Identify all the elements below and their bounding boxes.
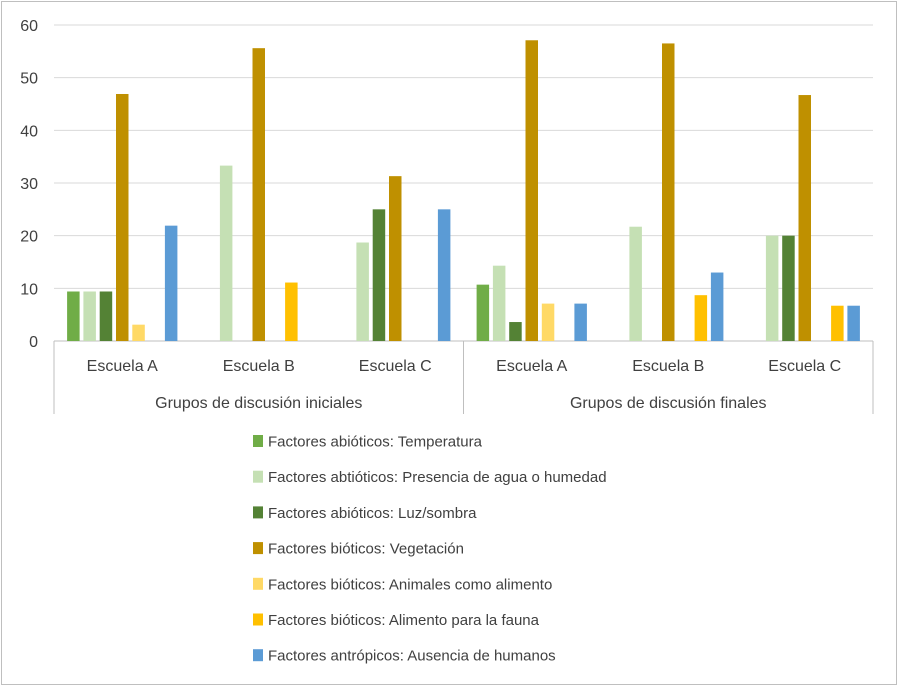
bar <box>798 95 811 342</box>
bar <box>525 40 538 341</box>
bar <box>847 305 860 341</box>
x-tick-label: Escuela B <box>223 358 295 375</box>
bar <box>389 176 402 341</box>
legend-label: Factores bióticos: Vegetación <box>268 541 464 558</box>
y-tick-label: 0 <box>29 334 38 351</box>
bar <box>710 272 724 341</box>
y-tick-label: 60 <box>20 18 38 35</box>
x-tick-label: Escuela C <box>768 358 841 375</box>
gridlines <box>54 24 873 342</box>
legend-label: Factores abióticos: Temperatura <box>268 434 483 451</box>
bar <box>99 291 113 341</box>
bar <box>694 295 708 341</box>
x-axis: Escuela A Escuela B Escuela C Grupos de dis… <box>53 341 874 414</box>
bar <box>541 303 555 341</box>
legend-swatch <box>253 542 263 555</box>
bar <box>782 235 795 341</box>
bar <box>629 226 642 341</box>
bar <box>164 225 178 341</box>
bar <box>831 305 844 341</box>
bar <box>509 322 522 341</box>
bar <box>132 324 145 341</box>
bar <box>492 265 506 341</box>
y-tick-label: 30 <box>20 176 38 193</box>
bar <box>285 282 298 341</box>
legend-swatch <box>253 613 263 626</box>
bar <box>252 48 265 341</box>
legend-label: Factores bióticos: Alimento para la faun… <box>268 612 540 629</box>
bar <box>765 235 779 341</box>
legend-swatch <box>253 577 263 590</box>
y-axis-ticks: 0 10 20 30 40 50 60 <box>20 18 38 351</box>
y-tick-label: 40 <box>20 123 38 140</box>
bar <box>219 165 233 341</box>
y-tick-label: 20 <box>20 229 38 246</box>
bar <box>116 93 129 341</box>
x-tick-label: Escuela A <box>496 358 567 375</box>
legend-label: Factores antrópicos: Ausencia de humanos <box>268 648 556 665</box>
legend-swatch <box>253 506 263 519</box>
bar <box>476 284 490 341</box>
group-label: Grupos de discusión iniciales <box>155 395 362 412</box>
bars <box>67 40 860 342</box>
legend-label: Factores abióticos: Luz/sombra <box>268 505 477 522</box>
bar <box>356 242 369 341</box>
legend-swatch <box>253 649 263 662</box>
x-tick-label: Escuela C <box>359 358 432 375</box>
legend-swatch <box>253 470 263 483</box>
group-label: Grupos de discusión finales <box>570 395 767 412</box>
legend-label: Factores abtióticos: Presencia de agua o… <box>268 469 607 486</box>
bar <box>662 43 675 341</box>
bar <box>67 291 80 341</box>
x-tick-label: Escuela B <box>632 358 704 375</box>
bar <box>437 209 451 341</box>
legend-label: Factores bióticos: Animales como aliment… <box>268 576 552 593</box>
bar <box>83 291 96 341</box>
bar <box>574 303 587 341</box>
legend-swatch <box>253 435 263 447</box>
legend: Factores abióticos: Temperatura Factores … <box>253 434 607 665</box>
y-tick-label: 50 <box>20 71 38 88</box>
bar <box>372 209 386 341</box>
y-tick-label: 10 <box>20 281 38 298</box>
x-tick-label: Escuela A <box>87 358 158 375</box>
